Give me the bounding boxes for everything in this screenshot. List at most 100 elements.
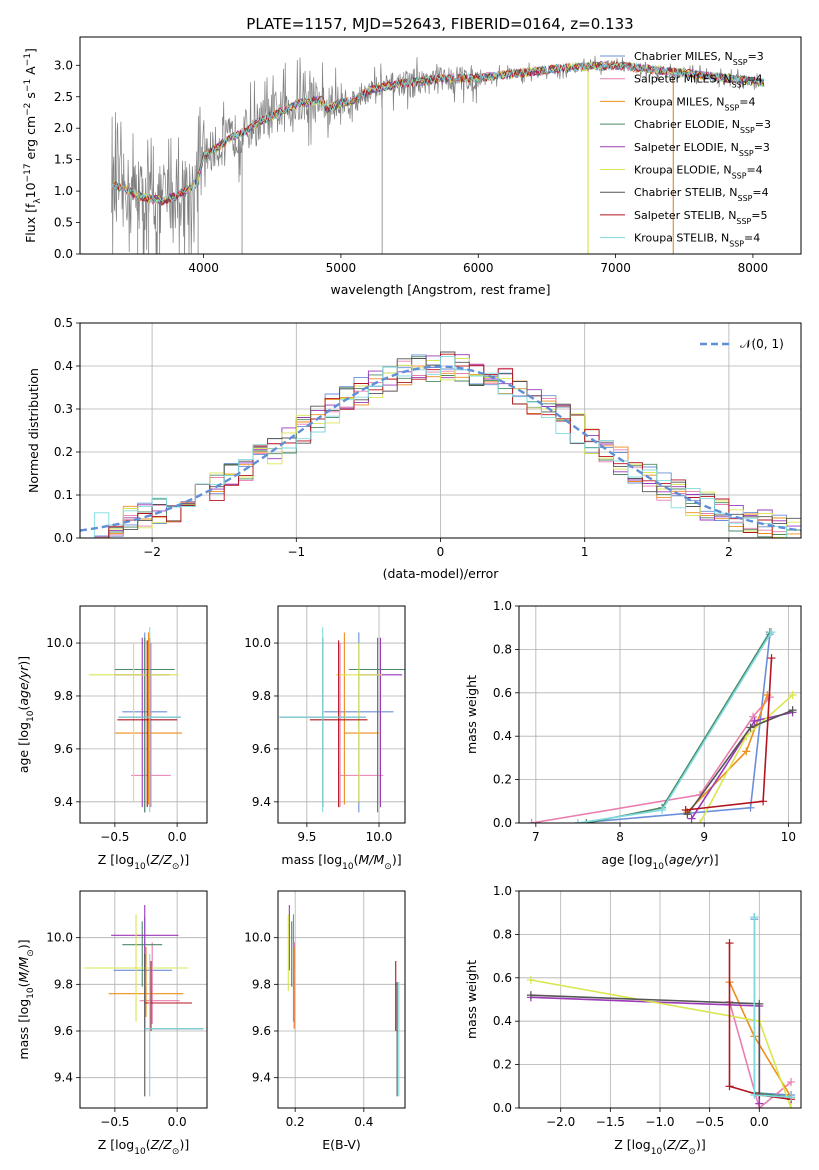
mass-weight-marker [788, 706, 797, 715]
mass-weight-marker [767, 628, 776, 637]
plot-area [527, 628, 797, 823]
axes-frame [518, 605, 802, 824]
mass-weight-marker [725, 939, 734, 948]
figure-title: PLATE=1157, MJD=52643, FIBERID=0164, z=0… [246, 15, 633, 33]
mass-weight-series-4 [530, 996, 761, 1104]
x-tick-label: 0.0 [168, 1115, 187, 1129]
legend-label: Kroupa ELODIE, NSSP=4 [634, 164, 763, 181]
mass-weight-marker [755, 1099, 764, 1108]
legend-label: Salpeter MILES, NSSP=4 [634, 73, 763, 90]
y-axis-label: age [log10(age/yr)] [16, 656, 36, 773]
legend-label: Kroupa MILES, NSSP=4 [634, 95, 755, 112]
y-tick-label: 0.3 [54, 402, 73, 416]
y-axis-label: Flux [fλ10−17 erg cm−2 s−1 A−1] [23, 48, 43, 243]
mass-weight-marker [746, 723, 755, 732]
y-tick-label: 10.0 [46, 636, 73, 650]
x-axis-label: Z [log10(Z/Z⊙)] [614, 1137, 705, 1157]
x-tick-label: 0.2 [286, 1115, 305, 1129]
legend-label: Kroupa STELIB, NSSP=4 [634, 232, 760, 249]
x-axis-label: age [log10(age/yr)] [601, 852, 718, 872]
histogram-series-5 [80, 358, 801, 538]
mass-weight-marker [526, 991, 535, 1000]
y-tick-label: 0.8 [493, 927, 512, 941]
age-mass-weight-panel: 7 8 9 10 0.0 0.2 0.4 0.6 0.8 1.0 mass weight age [l… [464, 599, 802, 872]
mass-weight-series-1 [728, 1001, 792, 1108]
y-tick-label: 9.4 [54, 795, 73, 809]
y-tick-label: 1.5 [54, 153, 73, 167]
axes-frame [79, 605, 208, 824]
mass-weight-series-8 [577, 631, 773, 823]
x-tick-label: −2.0 [546, 1115, 575, 1129]
axes-frame [79, 322, 802, 539]
plot-area [80, 351, 801, 538]
legend-label: 𝒩(0, 1) [740, 337, 784, 351]
x-tick-label: 7 [532, 830, 540, 844]
x-tick-label: −0.5 [100, 830, 129, 844]
mass-weight-marker [683, 810, 692, 819]
spectrum-panel: 4000 5000 6000 7000 8000 0.0 0.5 1.0 1.5 2.0 2.5 3.… [23, 36, 802, 297]
x-axis-label: E(B-V) [322, 1137, 361, 1152]
y-tick-label: 9.8 [54, 689, 73, 703]
x-tick-label: 9 [700, 830, 708, 844]
legend-label: Salpeter STELIB, NSSP=5 [634, 209, 767, 226]
legend-label: Salpeter ELODIE, NSSP=3 [634, 141, 770, 158]
mass-weight-marker [687, 814, 696, 823]
x-tick-label: 5000 [326, 261, 357, 275]
y-tick-label: 0.5 [54, 216, 73, 230]
mass-weight-marker [742, 747, 751, 756]
x-tick-label: 6000 [463, 261, 494, 275]
y-tick-label: 1.0 [54, 184, 73, 198]
y-tick-label: 9.6 [252, 1024, 271, 1038]
mass-weight-series-3 [586, 631, 771, 823]
x-axis-label: wavelength [Angstrom, rest frame] [330, 282, 550, 297]
y-tick-label: 9.4 [252, 795, 271, 809]
residual-histogram-panel: −2 −1 0 1 2 0.0 0.1 0.2 0.3 0.4 0.5 𝒩(0, 1) (data-mo… [26, 316, 802, 581]
y-tick-label: 9.6 [252, 742, 271, 756]
y-tick-label: 10.0 [244, 931, 271, 945]
y-tick-label: 0.6 [493, 686, 512, 700]
x-tick-label: 8000 [738, 261, 769, 275]
mass-weight-series-7 [728, 943, 792, 1101]
y-tick-label: 10.0 [244, 636, 271, 650]
x-tick-label: −0.5 [695, 1115, 724, 1129]
plot-area [83, 905, 204, 1097]
x-tick-label: −0.5 [100, 1115, 129, 1129]
mass-weight-series-6 [686, 709, 793, 815]
mass-weight-marker [725, 1082, 734, 1091]
axes-frame [277, 890, 406, 1109]
mass-weight-series-0 [577, 634, 771, 823]
y-tick-label: 9.4 [252, 1071, 271, 1085]
y-tick-label: 0.5 [54, 316, 73, 330]
x-axis-label: Z [log10(Z/Z⊙)] [98, 852, 189, 872]
mass-age-panel: 9.5 10.0 9.4 9.6 9.8 10.0 mass [log10(M/M⊙)] [244, 605, 406, 872]
y-axis-label: mass [log10(M/M⊙)] [16, 939, 36, 1059]
z-mass-weight-panel: −2.0 −1.5 −1.0 −0.5 0.0 0.0 0.2 0.4 0.6 0.8 1.0 mas… [464, 884, 802, 1157]
y-tick-label: 0.0 [493, 816, 512, 830]
y-tick-label: 9.4 [54, 1071, 73, 1085]
y-tick-label: 0.0 [493, 1101, 512, 1115]
mass-weight-marker [787, 1093, 796, 1102]
x-tick-label: 0 [437, 545, 445, 559]
mass-weight-marker [787, 1104, 796, 1108]
legend-label: Chabrier ELODIE, NSSP=3 [634, 118, 771, 135]
y-tick-label: 0.4 [493, 729, 512, 743]
x-axis-label: Z [log10(Z/Z⊙)] [98, 1137, 189, 1157]
mass-weight-marker [749, 712, 758, 721]
y-tick-label: 0.0 [54, 247, 73, 261]
y-axis-label: mass weight [464, 675, 479, 754]
y-tick-label: 9.6 [54, 1024, 73, 1038]
ebv-mass-panel: 0.2 0.4 9.4 9.6 9.8 10.0 E(B-V) [244, 890, 406, 1152]
plot-area [111, 55, 765, 254]
y-tick-label: 2.5 [54, 90, 73, 104]
axes-frame [79, 36, 802, 255]
y-tick-label: 0.8 [493, 642, 512, 656]
y-tick-label: 0.4 [54, 359, 73, 373]
y-tick-label: 9.8 [252, 689, 271, 703]
mass-weight-series-1 [531, 696, 771, 823]
mass-weight-series-6 [530, 994, 761, 1095]
y-tick-label: 0.2 [493, 1058, 512, 1072]
x-tick-label: −1 [287, 545, 305, 559]
y-tick-label: 1.0 [493, 599, 512, 613]
mass-weight-marker [573, 819, 582, 823]
